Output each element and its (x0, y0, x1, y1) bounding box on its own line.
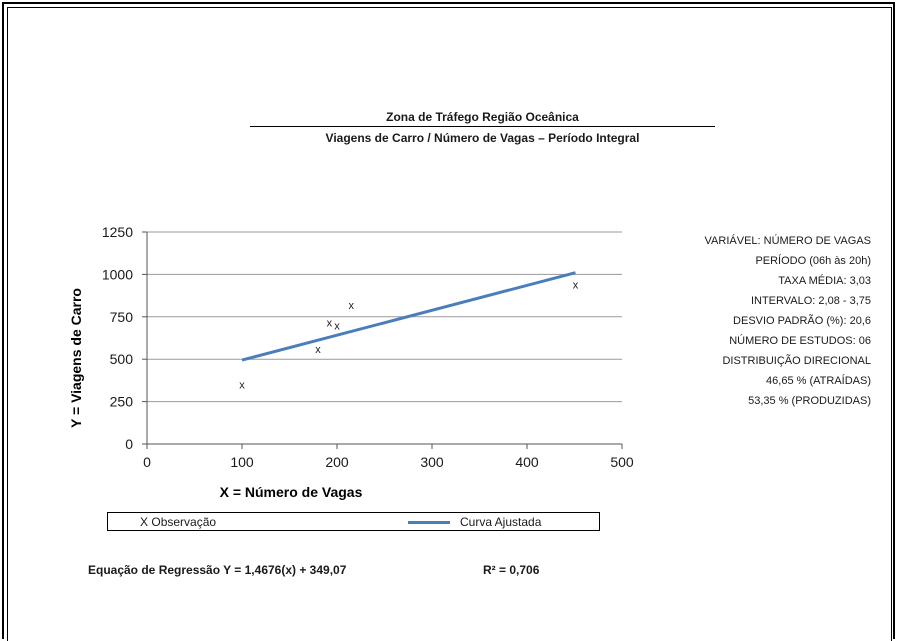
stat-attracted: 46,65 % (ATRAÍDAS) (766, 375, 871, 387)
chart-legend: X Observação Curva Ajustada (107, 512, 600, 531)
page-inner-border (7, 7, 892, 641)
fitted-curve-line (241, 271, 576, 362)
r-squared: R² = 0,706 (483, 563, 540, 577)
stat-std-dev: DESVIO PADRÃO (%): 20,6 (733, 315, 871, 327)
legend-item-observation: X Observação (140, 515, 216, 529)
observation-point: x (349, 300, 355, 312)
x-marker-icon: X (140, 515, 149, 529)
y-axis-title: Y = Viagens de Carro (68, 288, 84, 428)
legend-fit-label: Curva Ajustada (460, 515, 542, 529)
x-axis-title: X = Número de Vagas (220, 484, 363, 500)
stat-study-count: NÚMERO DE ESTUDOS: 06 (729, 335, 871, 347)
stat-interval: INTERVALO: 2,08 - 3,75 (750, 295, 871, 307)
observation-point: x (239, 380, 245, 392)
observation-point: x (334, 320, 340, 332)
y-tick-label: 1250 (102, 224, 133, 240)
stat-variable: VARIÁVEL: NÚMERO DE VAGAS (704, 235, 871, 247)
x-tick-label: 0 (143, 454, 151, 470)
x-tick-label: 400 (515, 454, 539, 470)
y-tick-label: 500 (110, 351, 134, 367)
title-divider (250, 126, 715, 127)
y-tick-label: 250 (110, 394, 134, 410)
grid-layer (147, 231, 622, 403)
y-tick-label: 0 (125, 436, 133, 452)
chart-subtitle: Viagens de Carro / Número de Vagas – Per… (325, 131, 640, 145)
legend-item-fitted-curve: Curva Ajustada (408, 515, 541, 529)
axis-layer: 0 250 500 750 1000 1250 0 100 200 300 400 500 (102, 224, 634, 470)
observation-point: x (327, 318, 333, 330)
y-tick-label: 750 (110, 309, 134, 325)
observation-point: x (573, 280, 579, 292)
x-tick-label: 300 (420, 454, 444, 470)
fit-layer (241, 271, 576, 362)
regression-equation: Equação de Regressão Y = 1,4676(x) + 349… (88, 563, 347, 577)
stat-period: PERÍODO (06h às 20h) (755, 255, 871, 267)
stat-directional-distribution: DISTRIBUIÇÃO DIRECIONAL (722, 355, 871, 367)
stat-mean-rate: TAXA MÉDIA: 3,03 (778, 275, 871, 287)
line-swatch-icon (408, 521, 450, 525)
x-tick-label: 200 (325, 454, 349, 470)
stat-produced: 53,35 % (PRODUZIDAS) (748, 395, 871, 407)
statistics-panel: VARIÁVEL: NÚMERO DE VAGAS PERÍODO (06h à… (705, 231, 871, 411)
x-tick-label: 500 (610, 454, 634, 470)
x-tick-label: 100 (230, 454, 254, 470)
chart-title: Zona de Tráfego Região Oceânica (386, 110, 579, 124)
y-tick-label: 1000 (102, 266, 133, 282)
legend-observation-label: Observação (151, 515, 217, 529)
observation-point: x (315, 344, 321, 356)
point-layer: xxx xxx (239, 280, 578, 392)
